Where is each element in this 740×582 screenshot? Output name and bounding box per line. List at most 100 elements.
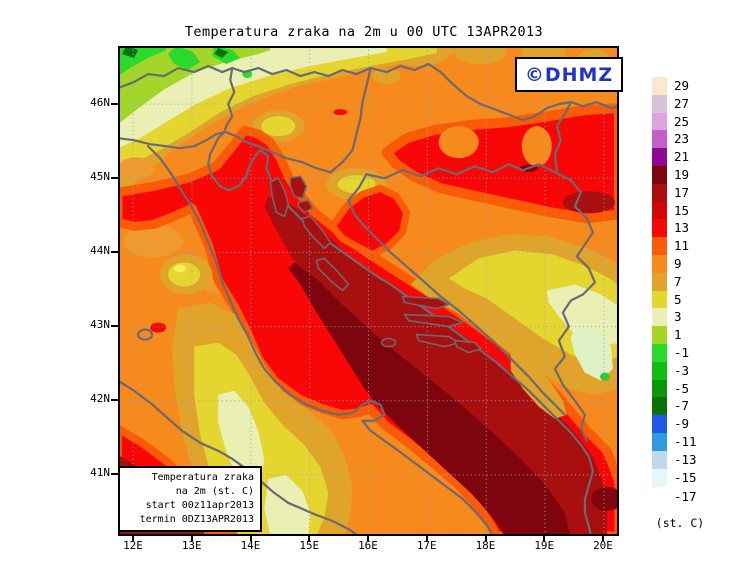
colorbar-value: 1 <box>674 327 682 343</box>
colorbar-cell <box>652 450 667 470</box>
colorbar-value: -5 <box>674 380 690 396</box>
y-axis-tick <box>111 473 118 475</box>
colorbar-value: -7 <box>674 398 690 414</box>
legend-line-4: termin 0DZ13APR2013 <box>139 514 254 525</box>
x-axis-tick <box>484 535 487 541</box>
x-axis-tick <box>602 535 604 541</box>
x-axis-tick <box>367 535 369 541</box>
sava-bosnia-border <box>365 163 597 442</box>
colorbar-cell <box>652 415 667 434</box>
colorbar-cell <box>652 308 667 327</box>
legend-line-2: na 2m (st. C) <box>175 486 254 497</box>
x-axis-tick <box>543 535 546 541</box>
y-axis-label: 44N <box>90 244 110 257</box>
slavonia-warm-band <box>333 103 619 224</box>
colorbar-value: -1 <box>674 345 690 360</box>
x-axis-tick <box>308 535 311 541</box>
colorbar-cell <box>652 130 667 149</box>
croatia-serbia-border <box>553 101 573 174</box>
colorbar-cell <box>652 183 667 203</box>
colorbar-value: -3 <box>674 362 690 378</box>
colorbar-value-extra: -17 <box>674 489 697 505</box>
colorbar-cell <box>652 77 667 96</box>
x-axis-label: 16E <box>358 539 378 552</box>
colorbar-cell <box>652 433 667 452</box>
colorbar-value: 17 <box>674 184 690 200</box>
colorbar-value: 19 <box>674 167 690 182</box>
italy-slovenia-border <box>223 66 236 134</box>
colorbar-value: 29 <box>674 78 690 93</box>
legend-line-1: Temperatura zraka <box>151 472 254 483</box>
colorbar-value: 15 <box>674 202 690 218</box>
slovenia-croatia-border <box>225 66 372 174</box>
map-frame <box>118 46 619 536</box>
y-axis-label: 41N <box>90 466 110 479</box>
italian-coastline <box>146 145 494 536</box>
colorbar-value: 7 <box>674 273 682 289</box>
colorbar-cell <box>652 112 667 131</box>
y-axis-tick <box>111 325 118 327</box>
colorbar-value: 23 <box>674 131 690 147</box>
colorbar-cell <box>652 361 667 381</box>
y-axis-label: 42N <box>90 392 110 405</box>
x-axis-label: 13E <box>181 539 202 552</box>
x-axis-tick <box>132 535 134 541</box>
colorbar-cell <box>652 255 667 274</box>
colorbar-cell <box>652 397 667 416</box>
colorbar-value: 21 <box>674 149 690 165</box>
legend-line-3: start 00z11apr2013 <box>145 500 254 511</box>
graticule <box>118 46 619 536</box>
colorbar-cell <box>652 272 667 292</box>
x-axis-label: 15E <box>299 539 320 552</box>
temperature-map <box>118 46 619 536</box>
legend-box: Temperatura zraka na 2m (st. C) start 00… <box>118 466 262 532</box>
x-axis-tick <box>425 535 428 541</box>
adriatic-dark-red-sea <box>264 196 607 536</box>
x-axis-label: 19E <box>534 539 555 552</box>
colorbar-cell <box>652 166 667 185</box>
colorbar-cell <box>652 237 667 256</box>
una-border <box>347 173 566 416</box>
country-borders <box>118 62 619 536</box>
y-axis-tick <box>111 399 118 401</box>
colorbar-cell <box>652 201 667 220</box>
page-title: Temperatura zraka na 2m u 00 UTC 13APR20… <box>184 24 544 40</box>
y-axis-label: 46N <box>90 96 110 109</box>
colorbar-value: -13 <box>674 451 697 467</box>
x-axis-label: 18E <box>475 539 496 552</box>
colorbar-cell <box>652 94 667 114</box>
dhmz-watermark-text: ©DHMZ <box>524 63 614 86</box>
colorbar-value: -11 <box>674 434 697 449</box>
x-axis-label: 14E <box>240 539 261 552</box>
colorbar-cell <box>652 344 667 363</box>
colorbar-value: -15 <box>674 469 697 485</box>
x-axis-label: 17E <box>416 539 437 552</box>
colorbar-cell <box>652 148 667 167</box>
colorbar-value: 9 <box>674 256 682 271</box>
colorbar-value: -9 <box>674 416 690 432</box>
x-axis-tick <box>249 535 252 541</box>
colorbar-units: (st. C) <box>655 516 705 531</box>
colorbar-cell <box>652 290 667 309</box>
colorbar-value: 27 <box>674 95 690 111</box>
x-axis-label: 20E <box>593 539 613 552</box>
x-axis-tick <box>190 535 193 541</box>
y-axis-label: 43N <box>90 318 110 331</box>
colorbar-cell <box>652 468 667 487</box>
small-lake-outline <box>136 328 154 341</box>
adriatic-islands <box>269 175 482 354</box>
y-axis-label: 45N <box>90 170 110 183</box>
colorbar-value: 3 <box>674 309 682 325</box>
colorbar-cell <box>652 379 667 398</box>
y-axis-tick <box>111 251 118 253</box>
colorbar-value: 13 <box>674 220 690 236</box>
colorbar-cell <box>652 219 667 238</box>
colorbar-cell <box>652 326 667 345</box>
y-axis-tick <box>111 103 118 105</box>
x-axis-label: 12E <box>123 539 143 552</box>
adriatic-maroon-core <box>288 262 571 536</box>
dinaric-cool-region <box>410 234 619 511</box>
y-axis-tick <box>111 177 118 179</box>
colorbar-value: 11 <box>674 238 690 254</box>
